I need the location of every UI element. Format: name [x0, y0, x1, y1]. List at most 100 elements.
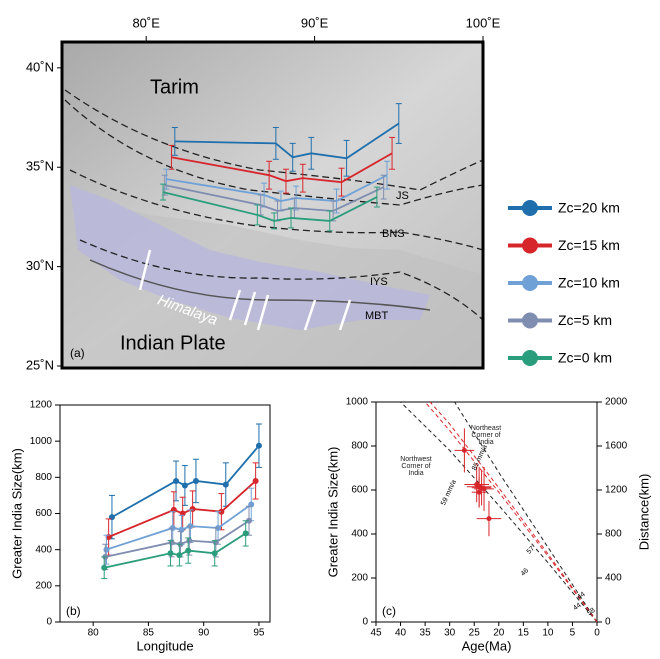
- y-tick-label: 800: [35, 472, 52, 483]
- legend-label: Zc=10 km: [558, 275, 620, 291]
- marker: [189, 505, 196, 512]
- marker: [186, 537, 193, 544]
- marker: [173, 477, 180, 484]
- legend-label: Zc=5 km: [558, 312, 612, 328]
- x-tick-label: 90˚E: [301, 15, 329, 30]
- series-line: [171, 152, 393, 184]
- y2-tick-label: 400: [605, 573, 622, 584]
- region-label: Tarim: [150, 76, 199, 98]
- trend-line: [424, 401, 598, 623]
- series-line: [164, 184, 385, 212]
- y-tick-label: 1000: [30, 436, 53, 447]
- y2-tick-label: 0: [605, 617, 611, 628]
- series-line: [111, 445, 260, 518]
- x-tick-label: 40: [395, 628, 407, 639]
- series-line: [106, 503, 252, 551]
- marker: [218, 508, 225, 515]
- x-tick-label: 80˚E: [132, 15, 160, 30]
- marker: [242, 530, 249, 537]
- y-tick-label: 600: [35, 508, 52, 519]
- panel-label: (b): [66, 604, 81, 618]
- series-line: [105, 519, 250, 558]
- x-tick-label: 35: [420, 628, 432, 639]
- x-tick-label: 25: [469, 628, 481, 639]
- annotation: Northeast Corner of India: [470, 425, 502, 446]
- y-tick-label: 30˚N: [26, 258, 54, 273]
- series-line: [104, 532, 247, 569]
- y2-tick-label: 1600: [605, 441, 628, 452]
- marker: [252, 477, 259, 484]
- legend-marker: [522, 275, 538, 291]
- y-tick-label: 200: [35, 580, 52, 591]
- x-tick-label: 15: [518, 628, 530, 639]
- x-tick-label: 0: [594, 628, 600, 639]
- legend-marker: [522, 350, 538, 366]
- y-tick-label: 0: [46, 617, 52, 628]
- y-tick-label: 800: [351, 441, 368, 452]
- x-tick-label: 95: [253, 628, 265, 639]
- data-point: [476, 489, 482, 495]
- region-label: Indian Plate: [120, 332, 226, 354]
- data-point: [461, 447, 467, 453]
- series-line: [174, 122, 400, 160]
- x-tick-label: 90: [198, 628, 210, 639]
- x-tick-label: 30: [444, 628, 456, 639]
- y-tick-label: 400: [351, 529, 368, 540]
- y-tick-label: 400: [35, 544, 52, 555]
- y-tick-label: 200: [351, 573, 368, 584]
- trend-line: [454, 401, 598, 623]
- annotation: 58: [586, 607, 596, 617]
- marker: [167, 550, 174, 557]
- fault-label: JS: [396, 190, 409, 202]
- series-line: [162, 191, 378, 222]
- annotation: 46: [520, 567, 531, 578]
- data-point: [481, 486, 487, 492]
- annotation: 44: [576, 591, 586, 601]
- x-axis-label: Age(Ma): [462, 638, 512, 653]
- y2-tick-label: 2000: [605, 397, 628, 408]
- fault-label: MBT: [365, 310, 389, 322]
- y-tick-label: 40˚N: [26, 59, 54, 74]
- annotation: 85 mm/a: [471, 444, 489, 472]
- legend-marker: [522, 312, 538, 329]
- marker: [255, 442, 262, 449]
- legend-marker: [522, 237, 538, 254]
- x-tick-label: 80: [88, 628, 100, 639]
- legend-label: Zc=15 km: [558, 237, 620, 253]
- x-tick-label: 85: [143, 628, 155, 639]
- trend-line: [400, 401, 598, 623]
- panel-label: (a): [70, 346, 85, 360]
- x-tick-label: 10: [542, 628, 554, 639]
- y2-tick-label: 1200: [605, 485, 628, 496]
- data-point: [486, 516, 492, 522]
- trend-line: [429, 401, 598, 623]
- x-tick-label: 5: [570, 628, 576, 639]
- x-axis-label: Longitude: [136, 638, 193, 653]
- y-axis-label: Greater India Size(km): [325, 447, 340, 578]
- x-tick-label: 45: [370, 628, 382, 639]
- annotation: 59 mm/a: [440, 479, 458, 507]
- annotation: 57: [526, 545, 537, 556]
- fault-label: IYS: [370, 276, 388, 288]
- plot-frame: [375, 401, 598, 623]
- y-tick-label: 35˚N: [26, 159, 54, 174]
- marker: [176, 552, 183, 559]
- y-axis-label: Greater India Size(km): [9, 448, 24, 579]
- y-tick-label: 25˚N: [26, 357, 54, 372]
- x-tick-label: 20: [493, 628, 505, 639]
- marker: [101, 564, 108, 571]
- y2-axis-label: Distance(km): [636, 474, 651, 551]
- annotation: 44: [572, 602, 582, 612]
- map-background: [60, 40, 485, 370]
- y-tick-label: 0: [362, 617, 368, 628]
- y-tick-label: 1200: [30, 400, 53, 411]
- marker: [185, 547, 192, 554]
- marker: [181, 482, 188, 489]
- x-tick-label: 100˚E: [466, 15, 501, 30]
- y2-tick-label: 800: [605, 529, 622, 540]
- series-line: [166, 174, 388, 202]
- marker: [103, 546, 110, 553]
- panel-label: (c): [382, 604, 396, 618]
